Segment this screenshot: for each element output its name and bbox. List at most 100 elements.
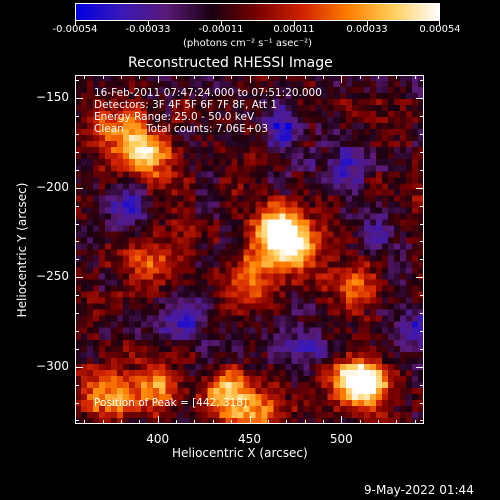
y-axis-label: Heliocentric Y (arcsec) [15,182,29,318]
energy-range-annotation: Energy Range: 25.0 - 50.0 keV [94,111,255,123]
timestamp: 9-May-2022 01:44 [364,483,474,497]
y-tick-label: −300 [36,358,69,373]
x-tick-mark-top [378,75,380,79]
colorbar-gradient [75,3,440,21]
y-tick-mark [75,402,79,404]
x-tick-mark-top [396,75,398,79]
y-tick-label: −250 [36,269,69,284]
y-tick-mark [75,241,79,243]
x-axis-label: Heliocentric X (arcsec) [172,446,308,460]
y-tick-mark [75,277,83,279]
detectors-annotation: Detectors: 3F 4F 5F 6F 7F 8F, Att 1 [94,99,278,111]
colorbar-tick-label: -0.00033 [125,24,171,35]
y-tick-mark-right [420,169,424,171]
x-tick-mark-top [322,75,324,79]
x-tick-mark-top [157,75,159,83]
y-tick-mark-right [420,80,424,82]
x-tick-mark-top [341,75,343,83]
method-annotation: Clean [94,123,124,135]
x-tick-mark-top [84,75,86,79]
peak-position-annotation: Position of Peak = [442, 318] [94,397,248,409]
y-tick-mark [75,384,79,386]
colorbar-tick-label: -0.00054 [52,24,98,35]
y-tick-mark-right [420,241,424,243]
y-tick-mark [75,348,79,350]
colorbar-tick-label: 0.00033 [346,24,388,35]
heatmap-plot [75,75,424,424]
y-tick-label: −150 [36,90,69,105]
y-tick-mark [75,116,79,118]
colorbar-tick-mark [221,21,222,26]
colorbar-unit-label: (photons cm⁻² s⁻¹ asec⁻²) [183,38,313,49]
y-tick-mark-right [416,366,424,368]
y-tick-mark-right [420,402,424,404]
y-tick-label: −200 [36,179,69,194]
colorbar-tick-mark [148,21,149,26]
x-tick-label: 500 [329,432,353,446]
y-tick-mark [75,223,79,225]
x-tick-mark [267,420,269,424]
y-tick-mark-right [420,116,424,118]
x-tick-mark [286,420,288,424]
x-tick-mark [341,416,343,424]
x-tick-mark [157,416,159,424]
y-tick-mark-right [420,330,424,332]
y-tick-mark-right [416,277,424,279]
y-tick-mark-right [420,259,424,261]
x-tick-mark-top [176,75,178,79]
y-tick-mark [75,80,79,82]
x-tick-mark-top [102,75,104,79]
x-tick-mark-top [267,75,269,79]
x-tick-mark [414,420,416,424]
heatmap-image [75,75,424,424]
y-tick-mark-right [420,420,424,422]
x-tick-mark [396,420,398,424]
x-tick-mark-top [194,75,196,79]
x-tick-mark [139,420,141,424]
x-tick-mark [120,420,122,424]
x-tick-mark-top [120,75,122,79]
y-tick-mark-right [420,348,424,350]
x-tick-mark-top [249,75,251,83]
colorbar-frame [75,3,440,21]
colorbar-tick-mark [294,21,295,26]
x-tick-label: 450 [238,432,261,446]
x-tick-mark-top [212,75,214,79]
colorbar-tick-mark [75,21,76,26]
x-tick-mark-top [231,75,233,79]
y-tick-mark [75,420,79,422]
y-tick-mark [75,134,79,136]
y-tick-mark-right [420,313,424,315]
x-tick-mark [378,420,380,424]
y-tick-mark-right [420,295,424,297]
x-tick-mark-top [304,75,306,79]
y-tick-mark [75,187,83,189]
y-tick-mark [75,259,79,261]
colorbar-tick-label: 0.00011 [273,24,315,35]
y-tick-mark [75,151,79,153]
x-tick-mark [231,420,233,424]
time-range-annotation: 16-Feb-2011 07:47:24.000 to 07:51:20.000 [94,87,322,99]
colorbar-tick-label: 0.00054 [419,24,461,35]
x-tick-mark [212,420,214,424]
y-tick-mark [75,169,79,171]
colorbar-tick-mark [439,21,440,26]
y-tick-mark-right [420,223,424,225]
y-tick-mark-right [416,98,424,100]
y-tick-mark [75,313,79,315]
y-tick-mark-right [420,384,424,386]
x-tick-mark [102,420,104,424]
x-tick-mark-top [139,75,141,79]
y-tick-mark [75,205,79,207]
x-tick-label: 400 [146,432,170,446]
y-tick-mark-right [420,134,424,136]
x-tick-mark [322,420,324,424]
colorbar-tick-label: -0.00011 [198,24,244,35]
x-tick-mark-top [414,75,416,79]
x-tick-mark [304,420,306,424]
y-tick-mark-right [420,151,424,153]
chart-title: Reconstructed RHESSI Image [128,55,333,71]
y-tick-mark [75,330,79,332]
y-tick-mark-right [420,205,424,207]
y-tick-mark-right [416,187,424,189]
